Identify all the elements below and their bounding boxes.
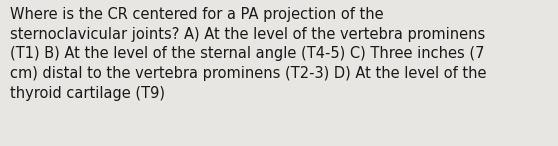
Text: Where is the CR centered for a PA projection of the
sternoclavicular joints? A) : Where is the CR centered for a PA projec… — [10, 7, 487, 101]
